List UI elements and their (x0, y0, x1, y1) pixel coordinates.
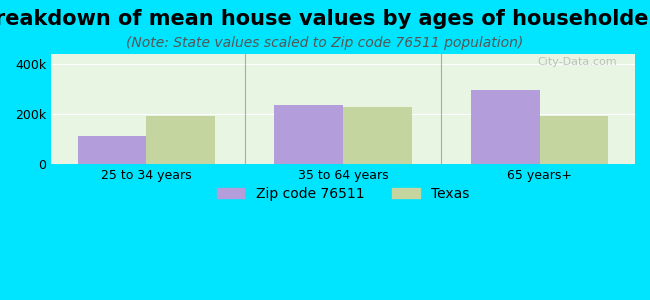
Text: Breakdown of mean house values by ages of householders: Breakdown of mean house values by ages o… (0, 9, 650, 29)
Bar (471, 90, 540, 164)
Bar (540, 116, 608, 164)
Text: City-Data.com: City-Data.com (538, 57, 618, 67)
Bar (343, 107, 412, 164)
Text: (Note: State values scaled to Zip code 76511 population): (Note: State values scaled to Zip code 7… (126, 36, 524, 50)
Bar (146, 116, 215, 164)
Legend: Zip code 76511, Texas: Zip code 76511, Texas (211, 182, 475, 206)
Bar (77, 136, 146, 164)
Bar (274, 105, 343, 164)
